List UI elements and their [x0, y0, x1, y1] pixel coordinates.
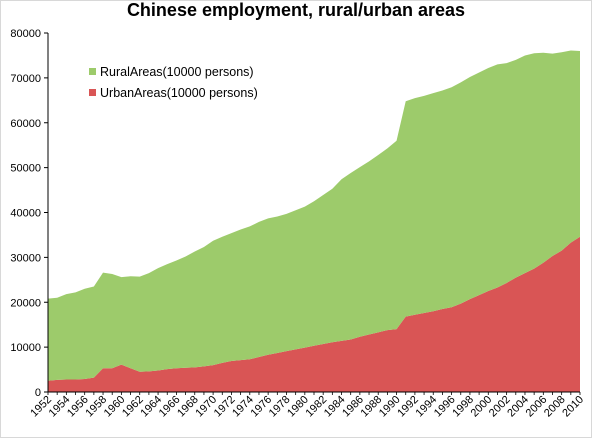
y-tick-label: 20000 [10, 297, 41, 309]
legend-label: RuralAreas(10000 persons) [100, 65, 254, 79]
legend-swatch [89, 68, 96, 75]
y-tick-label: 40000 [10, 208, 41, 220]
y-tick-label: 0 [35, 387, 41, 399]
chart-title: Chinese employment, rural/urban areas [127, 0, 465, 20]
y-tick-label: 70000 [10, 73, 41, 85]
y-tick-label: 10000 [10, 342, 41, 354]
y-tick-label: 60000 [10, 118, 41, 130]
y-tick-label: 50000 [10, 163, 41, 175]
plot-areas [48, 50, 580, 392]
area-series-0 [48, 236, 580, 392]
x-tick-label: 2010 [560, 394, 586, 420]
area-series-1 [48, 50, 580, 381]
y-tick-label: 80000 [10, 28, 41, 40]
y-tick-label: 30000 [10, 252, 41, 264]
legend-swatch [89, 89, 96, 96]
legend: RuralAreas(10000 persons) UrbanAreas(1000… [89, 65, 258, 100]
legend-label: UrbanAreas(10000 persons) [100, 86, 258, 100]
